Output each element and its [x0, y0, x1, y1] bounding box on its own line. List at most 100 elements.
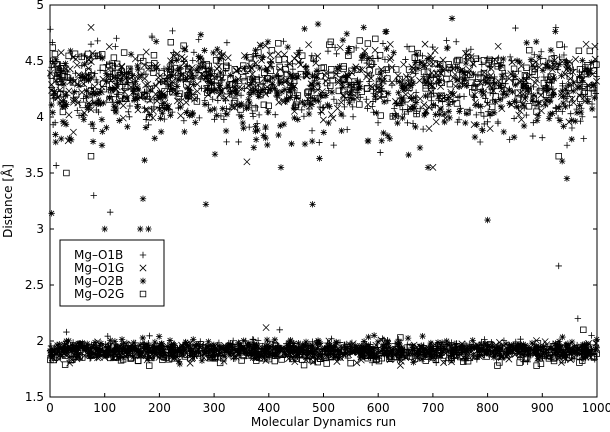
data-point	[544, 83, 551, 91]
data-point	[402, 79, 409, 87]
data-point	[220, 116, 228, 123]
data-point	[476, 138, 484, 146]
data-point	[190, 75, 197, 82]
data-point	[246, 54, 253, 61]
data-point	[477, 103, 484, 110]
data-point	[301, 347, 308, 354]
data-point	[155, 333, 163, 340]
data-point	[167, 39, 174, 46]
data-point	[516, 58, 523, 66]
data-point	[441, 118, 448, 126]
data-point	[111, 353, 118, 361]
data-point	[277, 345, 285, 353]
data-point	[449, 344, 457, 351]
data-point	[212, 57, 220, 64]
data-point	[305, 110, 313, 118]
data-point	[156, 89, 163, 96]
data-point	[259, 80, 267, 87]
data-point	[462, 119, 469, 127]
data-point	[449, 98, 457, 105]
data-point	[203, 61, 210, 68]
data-point	[242, 345, 250, 352]
data-point	[390, 49, 397, 56]
data-point	[396, 361, 404, 369]
data-point	[491, 344, 499, 351]
data-point	[106, 96, 113, 103]
data-point	[492, 98, 499, 105]
data-point	[348, 46, 355, 53]
data-point	[508, 58, 516, 66]
data-point	[386, 353, 394, 360]
data-point	[547, 59, 554, 67]
data-point	[476, 83, 483, 91]
data-point	[201, 47, 208, 54]
data-point	[459, 71, 466, 78]
data-point	[263, 346, 271, 353]
data-point	[60, 90, 67, 98]
data-point	[153, 65, 160, 72]
data-point	[265, 102, 272, 109]
data-point-outlier	[276, 326, 283, 333]
data-point	[136, 341, 144, 348]
data-point	[314, 52, 322, 60]
data-point	[311, 95, 319, 102]
data-point	[383, 28, 390, 35]
data-point	[224, 342, 232, 349]
data-point	[127, 82, 134, 89]
data-point	[299, 98, 306, 106]
data-point	[222, 94, 230, 102]
data-point	[59, 108, 67, 116]
data-point	[190, 81, 197, 88]
data-point	[293, 94, 300, 101]
data-point	[406, 84, 413, 91]
data-point	[63, 101, 70, 108]
data-point	[170, 341, 177, 348]
data-point	[167, 344, 174, 351]
data-point	[56, 340, 63, 348]
data-point	[264, 87, 272, 94]
data-point	[398, 94, 405, 102]
data-point	[304, 89, 311, 96]
data-point	[514, 96, 522, 103]
data-point	[497, 103, 505, 110]
data-point	[552, 24, 560, 31]
data-point	[272, 350, 280, 358]
data-point	[584, 81, 592, 89]
data-point	[429, 82, 437, 90]
data-point	[151, 60, 158, 67]
data-point	[308, 137, 316, 145]
data-point	[281, 86, 289, 93]
data-point	[327, 111, 335, 119]
data-point	[394, 119, 401, 127]
data-point	[169, 88, 176, 96]
data-point	[77, 74, 84, 81]
data-point	[151, 135, 158, 142]
data-point	[376, 51, 384, 59]
data-point	[419, 348, 427, 355]
data-point	[333, 104, 341, 112]
data-point	[240, 62, 247, 69]
data-point	[116, 98, 123, 105]
data-point	[304, 95, 312, 103]
data-point	[210, 341, 218, 349]
data-point	[126, 65, 133, 73]
x-tick-label: 600	[367, 401, 390, 415]
data-point	[408, 75, 415, 83]
data-point	[163, 351, 170, 359]
data-point	[167, 73, 174, 80]
data-point	[54, 348, 62, 355]
data-point	[305, 41, 313, 49]
data-point	[289, 65, 297, 73]
data-point	[197, 57, 205, 65]
data-point	[164, 78, 171, 85]
data-point	[119, 356, 127, 363]
data-point	[487, 72, 495, 79]
data-point	[540, 79, 548, 87]
data-point	[48, 101, 55, 109]
data-point	[589, 348, 597, 356]
data-point	[52, 138, 59, 146]
data-point	[371, 93, 379, 100]
data-point	[121, 347, 128, 354]
data-point	[410, 359, 417, 366]
data-point	[570, 99, 578, 107]
